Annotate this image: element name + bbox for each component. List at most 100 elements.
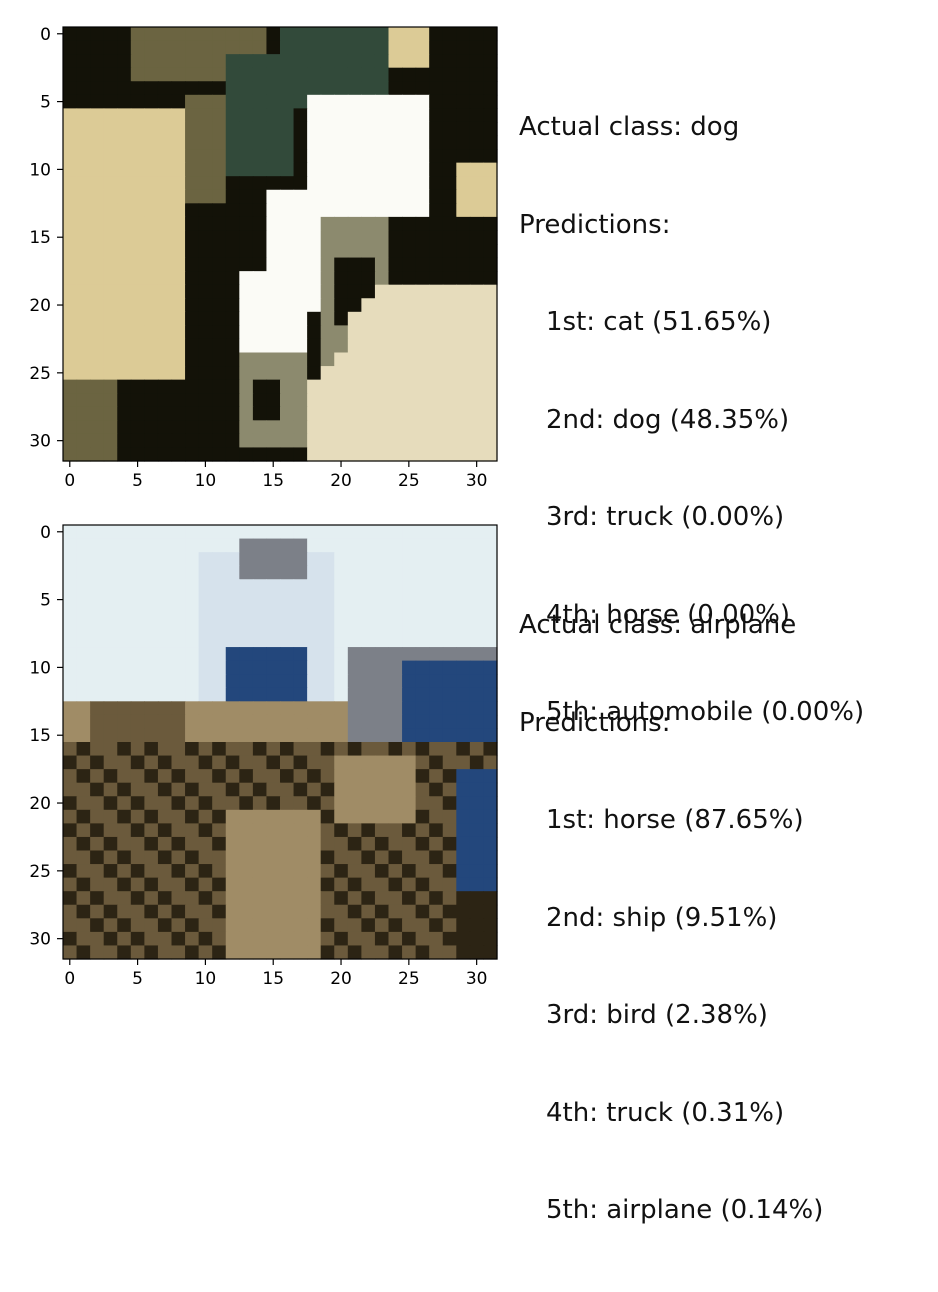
- figure-panel-1: 0 5 10 15 20 25 30 0 5 10 15 20 25 30 Actual class: d…: [0, 0, 938, 727]
- image-pixel: [144, 579, 159, 594]
- image-pixel: [185, 203, 200, 218]
- image-pixel: [252, 162, 268, 177]
- image-pixel: [117, 325, 132, 340]
- image-pixel: [402, 755, 417, 770]
- image-pixel: [429, 538, 444, 553]
- image-pixel: [185, 633, 200, 648]
- image-pixel: [76, 54, 91, 69]
- image-pixel: [103, 891, 118, 906]
- image-pixel: [90, 742, 105, 757]
- image-pixel: [144, 393, 159, 408]
- image-pixel: [307, 298, 322, 313]
- image-pixel: [252, 67, 268, 82]
- image-pixel: [212, 162, 227, 177]
- image-pixel: [76, 420, 91, 435]
- image-pixel: [212, 945, 227, 960]
- image-pixel: [157, 406, 173, 421]
- image-pixel: [280, 271, 295, 286]
- image-pixel: [212, 687, 227, 702]
- image-pixel: [361, 660, 376, 675]
- image-pixel: [103, 135, 118, 150]
- image-pixel: [76, 189, 91, 204]
- image-pixel: [225, 742, 240, 757]
- image-pixel: [76, 149, 91, 164]
- image-pixel: [130, 108, 145, 123]
- image-pixel: [76, 565, 91, 580]
- image-pixel: [415, 420, 430, 435]
- image-pixel: [334, 433, 349, 449]
- image-pixel: [293, 674, 308, 689]
- image-pixel: [212, 298, 227, 313]
- image-pixel: [185, 674, 200, 689]
- image-pixel: [157, 606, 173, 621]
- image-pixel: [347, 687, 362, 702]
- image-pixel: [456, 366, 471, 381]
- image-pixel: [117, 189, 132, 204]
- image-pixel: [442, 877, 457, 892]
- image-pixel: [293, 864, 308, 879]
- image-pixel: [334, 108, 349, 123]
- image-pixel: [442, 121, 457, 137]
- image-pixel: [388, 701, 403, 716]
- image-pixel: [103, 904, 118, 919]
- image-pixel: [90, 325, 105, 340]
- image-pixel: [63, 891, 78, 906]
- image-pixel: [117, 755, 132, 770]
- image-pixel: [185, 592, 200, 607]
- image-pixel: [402, 809, 417, 824]
- image-pixel: [157, 660, 173, 675]
- image-pixel: [374, 216, 390, 232]
- image-pixel: [456, 864, 471, 879]
- image-pixel: [293, 149, 308, 164]
- image-pixel: [320, 149, 335, 164]
- image-pixel: [334, 311, 349, 326]
- image-pixel: [225, 674, 240, 689]
- image-pixel: [130, 660, 145, 675]
- image-pixel: [469, 742, 485, 757]
- image-pixel: [334, 420, 349, 435]
- image-pixel: [347, 54, 362, 69]
- image-pixel: [103, 579, 118, 594]
- image-pixel: [347, 579, 362, 594]
- image-pixel: [63, 864, 78, 879]
- image-pixel: [483, 420, 498, 435]
- image-pixel: [103, 189, 118, 204]
- image-pixel: [266, 176, 281, 191]
- image-pixel: [402, 769, 417, 784]
- image-pixel: [320, 216, 335, 232]
- image-pixel: [456, 162, 471, 177]
- image-pixel: [63, 945, 78, 960]
- y-tick-label: 10: [29, 658, 51, 678]
- image-pixel: [212, 420, 227, 435]
- image-pixel: [415, 257, 430, 272]
- image-pixel: [185, 298, 200, 313]
- image-pixel: [239, 162, 254, 177]
- image-pixel: [483, 592, 498, 607]
- image-pixel: [90, 809, 105, 824]
- image-pixel: [388, 420, 403, 435]
- image-pixel: [361, 579, 376, 594]
- image-pixel: [307, 447, 322, 462]
- image-pixel: [442, 325, 457, 340]
- image-pixel: [90, 176, 105, 191]
- image-pixel: [185, 660, 200, 675]
- image-pixel: [90, 660, 105, 675]
- image-pixel: [402, 538, 417, 553]
- y-tick-label: 5: [40, 93, 51, 113]
- image-pixel: [171, 864, 186, 879]
- image-pixel: [456, 176, 471, 191]
- image-pixel: [442, 579, 457, 594]
- image-pixel: [347, 701, 362, 716]
- image-pixel: [103, 94, 118, 109]
- image-pixel: [374, 619, 390, 635]
- image-pixel: [388, 633, 403, 648]
- image-pixel: [198, 864, 213, 879]
- image-pixel: [483, 701, 498, 716]
- image-pixel: [402, 203, 417, 218]
- image-pixel: [320, 714, 335, 730]
- image-pixel: [117, 579, 132, 594]
- image-pixel: [225, 149, 240, 164]
- image-pixel: [469, 606, 485, 621]
- image-pixel: [361, 633, 376, 648]
- image-pixel: [185, 338, 200, 354]
